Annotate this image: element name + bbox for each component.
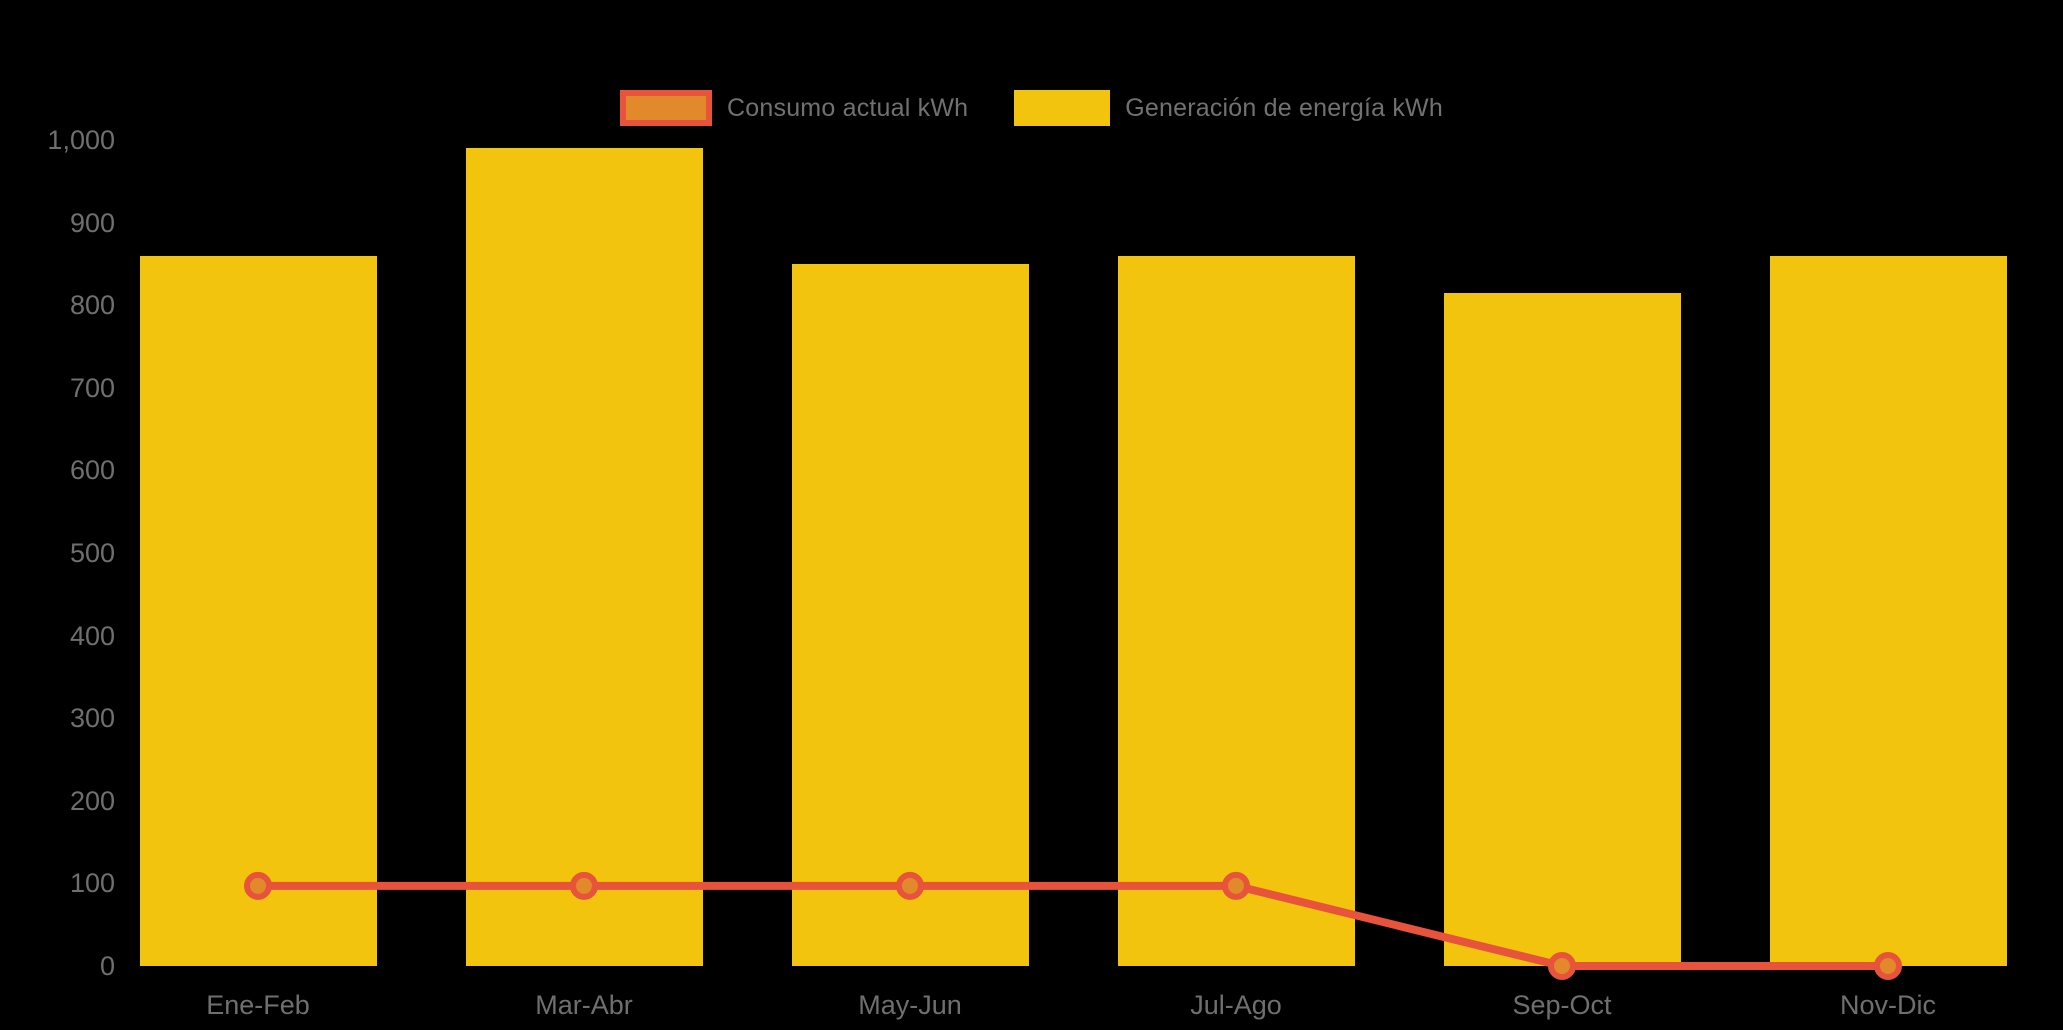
y-tick-label-700: 700: [69, 372, 115, 403]
legend-item-consumo-actual[interactable]: Consumo actual kWh: [620, 90, 968, 126]
line-series-swatch-icon: [620, 90, 713, 126]
line-point-May-Jun[interactable]: [896, 871, 924, 900]
legend-item-generacion-energia[interactable]: Generación de energía kWh: [1014, 90, 1443, 126]
y-tick-label-900: 900: [69, 207, 115, 238]
y-tick-label-100: 100: [69, 868, 115, 899]
y-tick-label-200: 200: [69, 785, 115, 816]
x-tick-label-Sep-Oct: Sep-Oct: [1512, 990, 1612, 1020]
line-point-Ene-Feb[interactable]: [244, 871, 272, 900]
x-tick-label-Mar-Abr: Mar-Abr: [535, 990, 633, 1020]
line-point-Nov-Dic[interactable]: [1874, 952, 1902, 980]
bar-Sep-Oct[interactable]: [1443, 292, 1681, 966]
x-tick-label-Nov-Dic: Nov-Dic: [1839, 990, 1936, 1020]
bar-series-swatch-icon: [1014, 90, 1111, 126]
bar-Ene-Feb[interactable]: [139, 255, 377, 966]
y-tick-label-600: 600: [69, 455, 115, 486]
line-point-Mar-Abr[interactable]: [570, 871, 598, 900]
y-tick-label-1000: 1,000: [47, 125, 115, 155]
bar-Nov-Dic[interactable]: [1769, 255, 2007, 966]
x-tick-label-Ene-Feb: Ene-Feb: [206, 990, 310, 1020]
bar-May-Jun[interactable]: [791, 263, 1029, 966]
y-tick-label-0: 0: [99, 951, 115, 981]
y-tick-label-800: 800: [69, 290, 115, 321]
y-tick-label-500: 500: [69, 538, 115, 568]
legend-label-generacion-energia: Generación de energía kWh: [1125, 93, 1443, 122]
legend-label-consumo-actual: Consumo actual kWh: [727, 93, 969, 122]
bar-Jul-Ago[interactable]: [1117, 255, 1355, 966]
legend: Consumo actual kWh Generación de energía…: [0, 90, 2063, 126]
line-point-Jul-Ago[interactable]: [1222, 871, 1250, 900]
line-point-Sep-Oct[interactable]: [1548, 952, 1576, 980]
y-tick-label-300: 300: [69, 703, 115, 734]
bar-Mar-Abr[interactable]: [465, 148, 703, 966]
x-tick-label-May-Jun: May-Jun: [858, 990, 962, 1020]
x-tick-label-Jul-Ago: Jul-Ago: [1190, 990, 1282, 1020]
y-tick-label-400: 400: [69, 620, 115, 651]
